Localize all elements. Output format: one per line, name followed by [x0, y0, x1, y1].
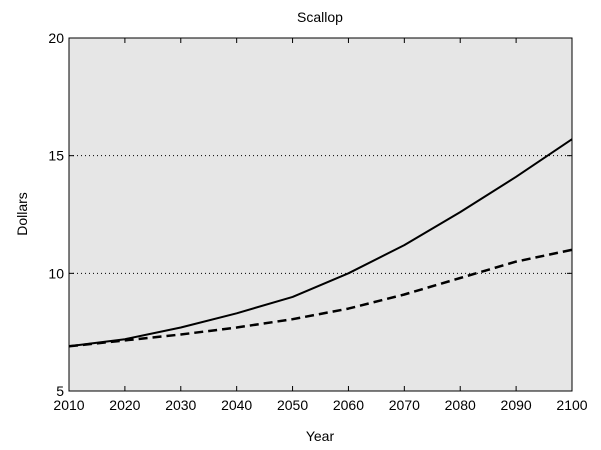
y-tick-label-10: 10 — [48, 265, 64, 281]
x-tick-label-2100: 2100 — [556, 397, 587, 413]
x-tick-label-2070: 2070 — [389, 397, 420, 413]
y-tick-label-5: 5 — [56, 383, 64, 399]
x-tick-label-2080: 2080 — [445, 397, 476, 413]
lines — [68, 138, 573, 348]
x-tick-label-2060: 2060 — [333, 397, 364, 413]
y-axis-label: Dollars — [14, 192, 30, 236]
x-tick-label-2050: 2050 — [277, 397, 308, 413]
plot-area — [68, 37, 573, 392]
x-tick-label-2090: 2090 — [501, 397, 532, 413]
x-tick-label-2040: 2040 — [221, 397, 252, 413]
x-axis-label: Year — [306, 428, 335, 444]
y-tick-label-20: 20 — [48, 30, 64, 46]
y-tick-label-15: 15 — [48, 148, 64, 164]
x-tick-label-2020: 2020 — [109, 397, 140, 413]
ticks: 2010 2020 2030 2040 2050 2060 2070 2080 2090 2100… — [48, 30, 587, 413]
series-line-2-dashed — [68, 248, 573, 348]
series-line-1-solid — [68, 138, 573, 348]
chart-title: Scallop — [297, 9, 343, 25]
x-tick-label-2010: 2010 — [53, 397, 84, 413]
x-tick-label-2030: 2030 — [165, 397, 196, 413]
